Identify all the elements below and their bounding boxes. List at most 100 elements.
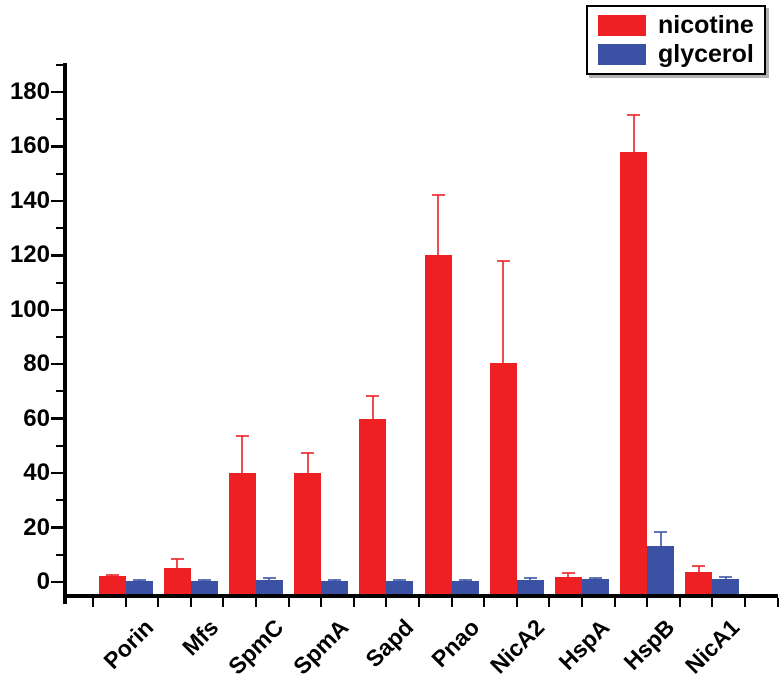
y-major-tick	[51, 145, 64, 148]
error-bar-cap-glycerol-Pnao	[458, 579, 472, 582]
x-tick	[646, 598, 649, 607]
x-axis-label-Porin: Porin	[97, 614, 158, 674]
x-axis-label-SpmC: SpmC	[222, 614, 289, 680]
y-axis-tick-label: 60	[23, 404, 50, 432]
y-minor-tick	[56, 227, 64, 230]
error-bar-nicotine-SpmA	[306, 452, 309, 474]
y-minor-tick	[56, 281, 64, 284]
error-bar-nicotine-NicA1	[697, 566, 700, 573]
x-tick	[483, 598, 486, 607]
legend: nicotine glycerol	[586, 5, 766, 75]
y-axis-tick-label: 40	[23, 459, 50, 487]
x-tick	[287, 598, 290, 607]
x-axis-line	[63, 594, 778, 598]
x-tick	[189, 598, 192, 607]
error-bar-cap-nicotine-Sapd	[366, 394, 380, 397]
legend-item-glycerol: glycerol	[598, 41, 754, 67]
y-axis-tick-label: 160	[9, 132, 50, 160]
error-bar-nicotine-HspB	[632, 115, 635, 152]
error-bar-nicotine-Pnao	[437, 195, 439, 256]
bar-nicotine-Sapd	[359, 418, 387, 594]
error-bar-cap-nicotine-HspA	[561, 572, 575, 575]
x-tick	[254, 598, 257, 607]
y-minor-tick	[56, 336, 64, 339]
error-bar-cap-glycerol-HspA	[588, 576, 602, 579]
y-major-tick	[51, 308, 64, 312]
bar-nicotine-HspA	[554, 576, 582, 594]
x-axis-label-SpmA: SpmA	[288, 614, 354, 680]
error-bar-cap-nicotine-NicA1	[692, 565, 706, 568]
bar-glycerol-Pnao	[451, 580, 479, 594]
bar-nicotine-NicA1	[685, 572, 713, 594]
bar-glycerol-NicA2	[516, 579, 544, 594]
bar-glycerol-Mfs	[190, 580, 218, 594]
x-tick	[711, 598, 714, 607]
y-major-tick	[51, 471, 64, 475]
error-bar-cap-nicotine-Porin	[105, 573, 119, 576]
bar-glycerol-Porin	[125, 580, 153, 594]
error-bar-cap-glycerol-Mfs	[197, 578, 211, 581]
y-major-tick	[51, 90, 64, 94]
x-axis-label-Mfs: Mfs	[176, 614, 224, 661]
x-tick	[743, 598, 746, 607]
y-axis-tick-label: 140	[9, 186, 50, 214]
x-tick	[124, 598, 127, 607]
y-minor-tick	[56, 390, 64, 393]
bar-glycerol-SpmC	[255, 579, 283, 594]
x-axis-label-NicA1: NicA1	[680, 614, 745, 679]
legend-label-glycerol: glycerol	[658, 40, 754, 68]
error-bar-cap-glycerol-Porin	[132, 578, 146, 581]
error-bar-nicotine-HspA	[567, 573, 570, 577]
y-minor-tick	[56, 63, 64, 66]
error-bar-nicotine-Sapd	[371, 395, 374, 419]
x-tick	[385, 598, 388, 607]
error-bar-cap-nicotine-HspB	[627, 114, 641, 117]
legend-label-nicotine: nicotine	[658, 11, 754, 39]
x-tick	[157, 598, 160, 607]
x-axis-label-HspA: HspA	[553, 614, 615, 675]
x-tick	[548, 598, 551, 607]
y-minor-tick	[56, 118, 64, 121]
bar-nicotine-Pnao	[424, 255, 452, 594]
y-minor-tick	[56, 444, 64, 447]
x-tick	[613, 598, 616, 607]
y-major-tick	[51, 526, 64, 529]
error-bar-cap-nicotine-SpmA	[301, 451, 315, 454]
bar-nicotine-SpmA	[294, 473, 322, 594]
x-tick	[776, 598, 779, 607]
bar-nicotine-Porin	[98, 576, 126, 594]
bar-nicotine-Mfs	[163, 568, 191, 594]
bar-nicotine-NicA2	[489, 362, 517, 594]
error-bar-cap-glycerol-NicA1	[719, 575, 733, 578]
bar-glycerol-HspB	[647, 545, 675, 594]
x-tick	[580, 598, 583, 607]
y-minor-tick	[56, 499, 64, 502]
error-bar-cap-glycerol-SpmA	[328, 579, 342, 582]
legend-swatch-glycerol	[598, 43, 646, 65]
y-axis-tick-label: 80	[23, 350, 50, 378]
legend-item-nicotine: nicotine	[598, 12, 754, 38]
y-major-tick	[51, 362, 64, 366]
error-bar-nicotine-SpmC	[241, 436, 244, 474]
x-axis-label-NicA2: NicA2	[484, 614, 550, 679]
y-major-tick	[51, 417, 64, 420]
bar-glycerol-SpmA	[321, 580, 349, 594]
error-bar-cap-nicotine-Mfs	[170, 557, 184, 560]
x-axis-label-Pnao: Pnao	[425, 614, 484, 673]
error-bar-glycerol-HspB	[659, 531, 662, 546]
y-axis-tick-label: 100	[9, 295, 50, 323]
error-bar-cap-nicotine-SpmC	[235, 435, 249, 438]
bar-glycerol-HspA	[581, 579, 609, 594]
error-bar-cap-glycerol-SpmC	[262, 577, 276, 580]
x-tick	[678, 598, 681, 607]
bar-nicotine-SpmC	[228, 473, 256, 594]
error-bar-nicotine-NicA2	[502, 260, 505, 363]
error-bar-cap-glycerol-NicA2	[523, 577, 537, 580]
bar-nicotine-HspB	[620, 151, 648, 594]
error-bar-cap-nicotine-NicA2	[496, 259, 510, 262]
y-axis-tick-label: 180	[9, 78, 50, 106]
x-axis-label-Sapd: Sapd	[360, 614, 419, 673]
x-tick	[91, 598, 94, 607]
y-minor-tick	[56, 553, 64, 556]
